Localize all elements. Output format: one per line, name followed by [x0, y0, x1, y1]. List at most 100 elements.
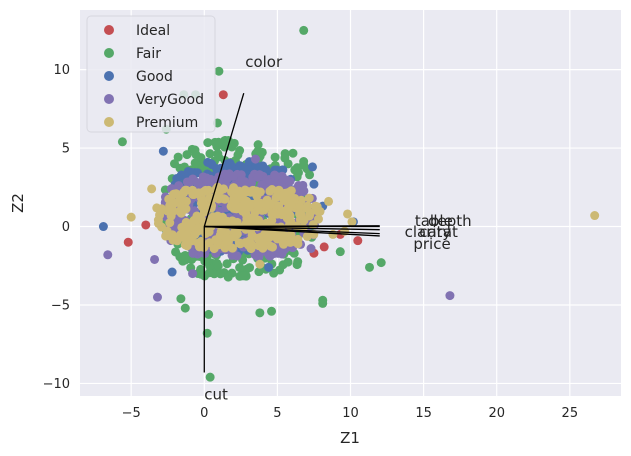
data-point — [255, 259, 265, 269]
data-point — [353, 236, 363, 246]
data-point — [286, 200, 296, 210]
data-point — [181, 218, 191, 228]
data-point — [117, 137, 127, 147]
data-point — [123, 237, 133, 247]
data-point — [304, 193, 314, 203]
data-point — [209, 244, 219, 254]
loading-arrow-carat — [204, 225, 380, 231]
data-point — [307, 162, 317, 172]
data-point — [296, 209, 306, 219]
data-point — [253, 233, 263, 243]
x-axis-label: Z1 — [340, 429, 360, 447]
data-point — [165, 201, 175, 211]
data-point — [238, 271, 248, 281]
data-point — [252, 161, 262, 171]
data-point — [229, 138, 239, 148]
data-point — [193, 178, 203, 188]
legend-label: Good — [136, 69, 173, 85]
data-point — [205, 149, 215, 159]
x-tick-label: 20 — [488, 406, 505, 421]
tick-labels: −5 0 5 10 15 20 25 −10 −5 0 5 10 — [43, 63, 579, 421]
data-point — [214, 137, 224, 147]
data-point — [253, 172, 263, 182]
data-point — [190, 158, 200, 168]
data-point — [267, 306, 277, 316]
data-point — [235, 146, 245, 156]
data-point — [267, 185, 277, 195]
data-point — [161, 231, 171, 241]
data-point — [165, 218, 175, 228]
data-point — [279, 239, 289, 249]
data-point — [590, 211, 600, 221]
data-point — [312, 202, 322, 212]
y-tick-label: −10 — [43, 377, 70, 392]
data-point — [180, 255, 190, 265]
data-point — [238, 162, 248, 172]
data-point — [301, 203, 311, 213]
legend-label: Ideal — [136, 23, 170, 39]
data-point — [190, 145, 200, 155]
data-point — [180, 303, 190, 313]
data-point — [248, 185, 258, 195]
data-point — [263, 199, 273, 209]
data-point — [253, 199, 263, 209]
loading-arrow-color — [203, 92, 245, 227]
data-point — [152, 292, 162, 302]
data-point — [306, 244, 316, 254]
data-point — [283, 257, 293, 267]
data-point — [235, 239, 245, 249]
data-point — [170, 159, 180, 169]
data-point — [293, 168, 303, 178]
data-point — [299, 25, 309, 35]
data-point — [215, 269, 225, 279]
data-point — [279, 174, 289, 184]
y-tick-label: 10 — [53, 63, 70, 78]
data-point — [173, 152, 183, 162]
data-point — [293, 257, 303, 267]
data-point — [214, 152, 224, 162]
data-point — [190, 229, 200, 239]
x-tick-label: 0 — [200, 406, 208, 421]
data-point — [158, 146, 168, 156]
legend: Ideal Fair Good VeryGood Premium — [86, 15, 216, 133]
legend-label: Fair — [136, 46, 161, 62]
data-point — [253, 140, 263, 150]
data-point — [347, 217, 357, 227]
data-point — [230, 196, 240, 206]
loading-arrow-price — [204, 225, 380, 237]
data-point — [255, 187, 265, 197]
data-point — [153, 215, 163, 225]
data-point — [228, 171, 238, 181]
data-point — [218, 90, 228, 100]
data-point — [167, 267, 177, 277]
data-point — [141, 220, 151, 230]
data-point — [213, 261, 223, 271]
data-point — [204, 309, 214, 319]
loading-label-table: table — [415, 212, 453, 230]
legend-label: Premium — [136, 115, 198, 131]
y-axis-label: Z2 — [9, 193, 27, 213]
loading-label-color: color — [245, 53, 283, 71]
data-point — [212, 174, 222, 184]
data-point — [188, 269, 198, 279]
legend-marker — [104, 25, 114, 35]
x-tick-label: 25 — [562, 406, 579, 421]
data-point — [202, 328, 212, 338]
data-point — [214, 194, 224, 204]
data-point — [335, 247, 345, 257]
data-point — [157, 204, 167, 214]
data-point — [376, 258, 386, 268]
data-point — [203, 138, 213, 148]
data-point — [253, 250, 263, 260]
data-point — [213, 211, 223, 221]
data-point — [227, 250, 237, 260]
data-point — [280, 195, 290, 205]
x-tick-label: −5 — [122, 406, 141, 421]
data-point — [222, 216, 232, 226]
data-point — [103, 250, 113, 260]
data-point — [150, 254, 160, 264]
loading-label-clarity: clarity — [405, 223, 452, 241]
data-point — [250, 214, 260, 224]
series-premium — [126, 182, 600, 269]
